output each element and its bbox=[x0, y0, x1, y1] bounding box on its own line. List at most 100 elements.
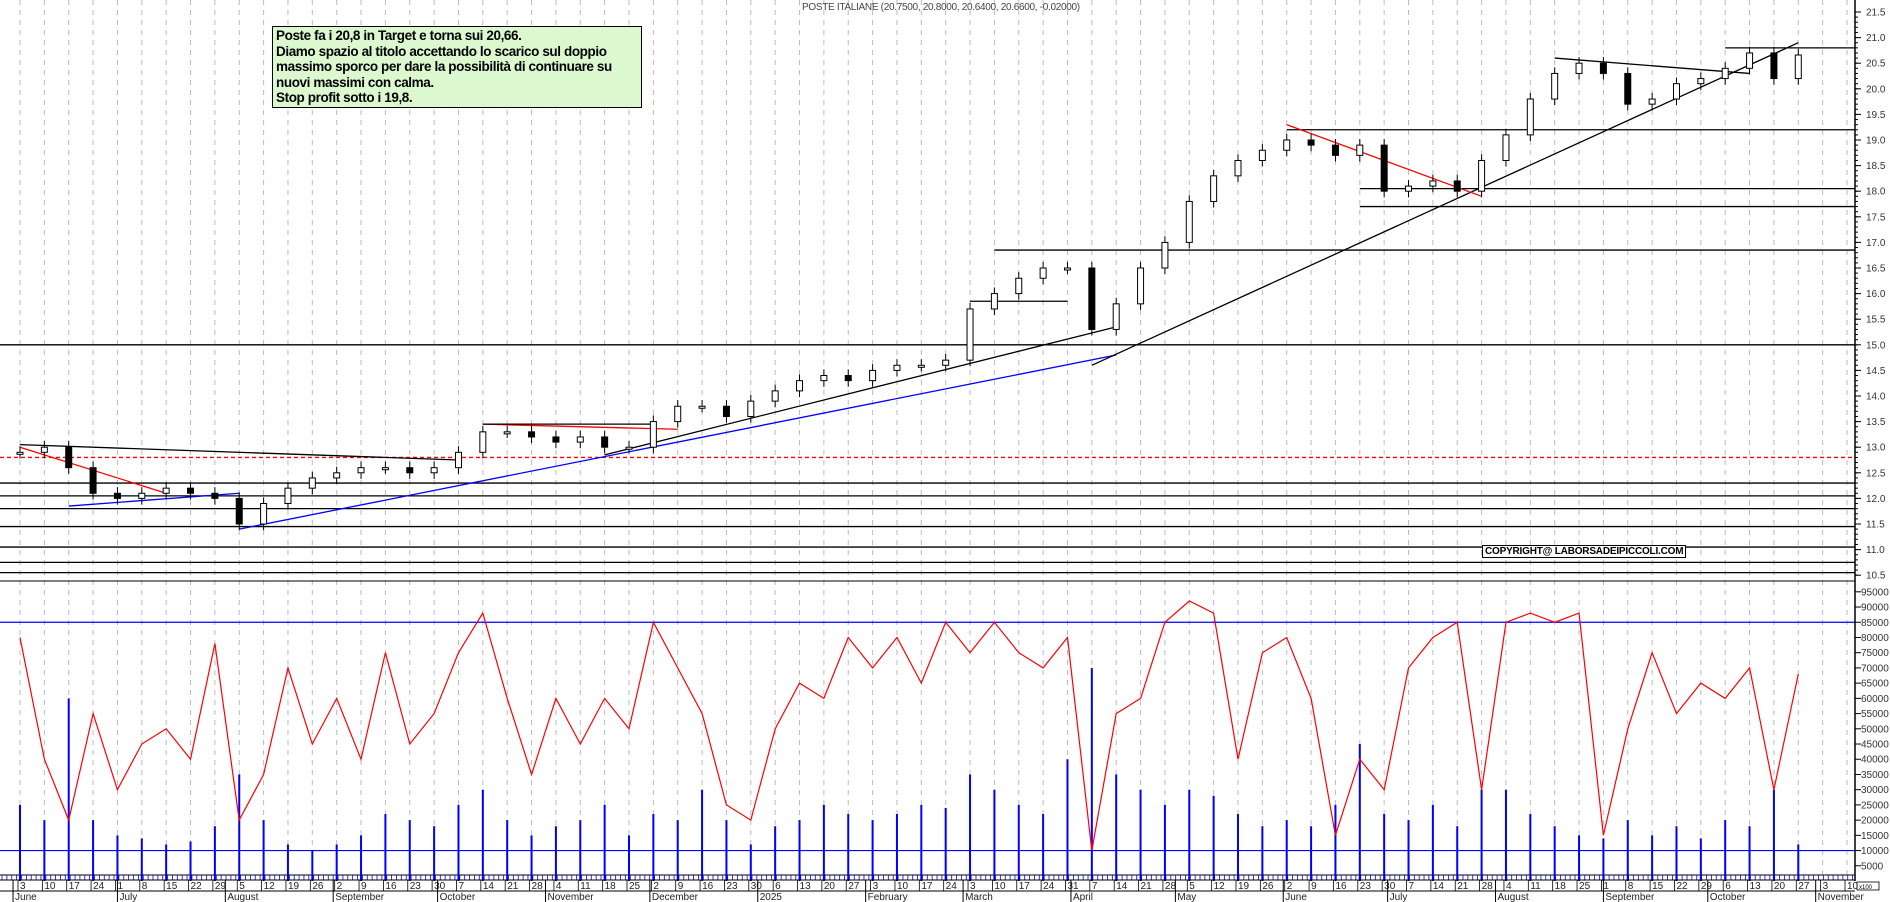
candle-body bbox=[1210, 175, 1218, 202]
x-month-label: July bbox=[1390, 892, 1408, 902]
x-day-label: 23 bbox=[726, 881, 738, 892]
volume-bar bbox=[1310, 826, 1313, 881]
volume-bar bbox=[1797, 844, 1800, 881]
x-day-label: 26 bbox=[1262, 881, 1274, 892]
candle-body bbox=[1356, 144, 1364, 156]
volume-bar bbox=[1748, 826, 1751, 881]
trendline bbox=[1554, 57, 1750, 75]
candle-body bbox=[844, 375, 852, 382]
candle-body bbox=[235, 497, 243, 525]
candle-body bbox=[333, 472, 341, 479]
volume-bar bbox=[1066, 759, 1069, 881]
candle-body bbox=[893, 364, 901, 371]
x-day-label: 7 bbox=[1092, 881, 1098, 892]
x-day-label: 21 bbox=[507, 881, 519, 892]
volume-bar bbox=[1285, 820, 1288, 881]
x-day-label: 21 bbox=[1141, 881, 1153, 892]
price-tick-label: 20.5 bbox=[1866, 59, 1886, 70]
candle-body bbox=[187, 487, 195, 494]
x-day-label: 5 bbox=[239, 881, 245, 892]
x-month-label: June bbox=[1285, 892, 1307, 902]
x-day-label: 22 bbox=[191, 881, 203, 892]
candle-body bbox=[674, 405, 682, 423]
volume-tick-label: 20000 bbox=[1861, 816, 1889, 827]
volume-bar bbox=[1163, 804, 1166, 881]
x-month-label: 2025 bbox=[760, 892, 783, 902]
x-month-label: August bbox=[227, 892, 258, 902]
volume-bar bbox=[1578, 835, 1581, 881]
x-day-label: 30 bbox=[434, 881, 446, 892]
x-month-label: November bbox=[1818, 892, 1865, 902]
price-tick-label: 15.5 bbox=[1866, 315, 1886, 326]
x-month-label: November bbox=[547, 892, 594, 902]
volume-bar bbox=[335, 844, 338, 881]
copyright-label: COPYRIGHT@ LABORSADEIPICCOLI.COM bbox=[1482, 545, 1687, 558]
x-day-label: 24 bbox=[93, 881, 105, 892]
x-day-label: 30 bbox=[751, 881, 763, 892]
x-day-label: 18 bbox=[605, 881, 617, 892]
volume-tick-label: 50000 bbox=[1861, 724, 1889, 735]
x-day-label: 4 bbox=[1506, 881, 1512, 892]
x-day-label: 6 bbox=[1725, 881, 1731, 892]
price-tick-label: 19.0 bbox=[1866, 136, 1886, 147]
x-day-label: 28 bbox=[532, 881, 544, 892]
candle-body bbox=[1039, 267, 1047, 279]
candle-body bbox=[454, 451, 462, 469]
volume-bar bbox=[749, 844, 752, 881]
price-tick-label: 11.0 bbox=[1866, 545, 1885, 556]
x-day-label: 6 bbox=[775, 881, 781, 892]
volume-bar bbox=[579, 820, 582, 881]
candle-body bbox=[1746, 52, 1754, 69]
price-tick-label: 20.0 bbox=[1866, 84, 1886, 95]
volume-bar bbox=[384, 814, 387, 881]
x-day-label: 16 bbox=[385, 881, 397, 892]
candle-body bbox=[308, 477, 316, 489]
x-day-label: 10 bbox=[897, 881, 909, 892]
x-month-label: February bbox=[868, 892, 908, 902]
candle-body bbox=[260, 503, 268, 525]
x-day-label: 3 bbox=[970, 881, 976, 892]
volume-bar bbox=[1602, 838, 1605, 881]
volume-bar bbox=[140, 838, 143, 881]
candle-body bbox=[1478, 159, 1486, 192]
x-day-label: 21 bbox=[1457, 881, 1469, 892]
price-tick-label: 17.5 bbox=[1866, 212, 1886, 223]
volume-bar bbox=[433, 826, 436, 881]
volume-bar bbox=[1042, 814, 1045, 881]
volume-bar bbox=[408, 820, 411, 881]
x-day-label: 25 bbox=[1579, 881, 1591, 892]
candle-body bbox=[1453, 180, 1461, 192]
x-day-label: 2 bbox=[653, 881, 659, 892]
candle-body bbox=[1672, 83, 1680, 100]
candle-body bbox=[1258, 149, 1266, 161]
volume-unit-label: x100 bbox=[1859, 885, 1873, 891]
x-day-label: 10 bbox=[44, 881, 56, 892]
x-day-label: 12 bbox=[264, 881, 276, 892]
candle-body bbox=[113, 492, 121, 499]
volume-bar bbox=[1529, 814, 1532, 881]
volume-bar bbox=[92, 820, 95, 881]
candle-body bbox=[771, 390, 779, 402]
volume-bar bbox=[944, 807, 947, 881]
volume-bar bbox=[165, 844, 168, 881]
candle-body bbox=[796, 380, 804, 392]
volume-tick-label: 15000 bbox=[1861, 831, 1889, 842]
x-day-label: 17 bbox=[921, 881, 933, 892]
candle-body bbox=[1185, 200, 1193, 243]
trendline bbox=[19, 443, 459, 461]
volume-bar bbox=[213, 826, 216, 881]
candle-body bbox=[722, 405, 730, 417]
candle-body bbox=[40, 446, 48, 453]
volume-tick-label: 75000 bbox=[1861, 648, 1889, 659]
x-day-label: 3 bbox=[873, 881, 879, 892]
x-month-label: May bbox=[1177, 892, 1196, 902]
volume-bar bbox=[1456, 826, 1459, 881]
candle-body bbox=[1380, 144, 1388, 192]
x-day-label: 13 bbox=[1750, 881, 1762, 892]
x-day-label: 9 bbox=[1311, 881, 1317, 892]
volume-bar bbox=[457, 804, 460, 881]
volume-bar bbox=[1383, 814, 1386, 881]
volume-bar bbox=[311, 850, 314, 881]
volume-bar bbox=[1699, 838, 1702, 881]
volume-unit-box bbox=[1856, 881, 1880, 891]
